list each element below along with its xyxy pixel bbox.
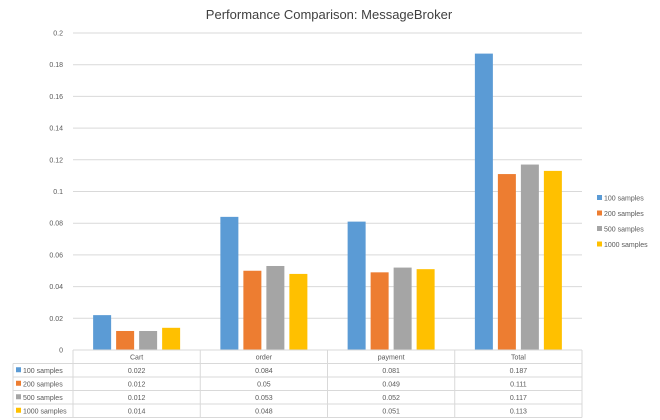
- data-label: 0.052: [382, 395, 400, 402]
- data-label: 0.117: [510, 395, 527, 402]
- legend-key: [597, 241, 602, 247]
- legend-key: [597, 226, 602, 231]
- y-axis-tick-labels: 0 0.02 0.04 0.06 0.08 0.1 0.12 0.14 0.16 0.18 0.2: [49, 31, 63, 355]
- y-tick-label: 0.1: [53, 189, 63, 196]
- data-label: 0.053: [255, 395, 273, 402]
- bar: [543, 170, 562, 350]
- y-tick-label: 0.16: [49, 94, 63, 101]
- table-legend-key: [16, 394, 21, 400]
- data-label: 0.084: [255, 368, 273, 375]
- y-tick-label: 0.14: [49, 126, 63, 133]
- y-tick-label: 0: [59, 348, 63, 355]
- bar: [497, 174, 516, 350]
- bar: [266, 265, 285, 350]
- bar: [393, 267, 412, 350]
- y-tick-label: 0.18: [49, 62, 63, 69]
- data-label: 0.05: [257, 381, 271, 388]
- data-label: 0.022: [128, 368, 146, 375]
- data-label: 0.014: [128, 408, 146, 415]
- x-tick-label: order: [256, 355, 273, 362]
- legend-key: [597, 210, 602, 216]
- y-tick-label: 0.06: [49, 252, 63, 259]
- data-label: 0.012: [128, 381, 146, 388]
- legend-key: [597, 195, 602, 200]
- bar: [520, 164, 539, 350]
- legend-entry: 100 samples: [604, 196, 644, 203]
- bar: [474, 53, 493, 350]
- bar: [243, 270, 262, 350]
- x-tick-label: Cart: [130, 355, 143, 362]
- data-label: 0.187: [510, 368, 528, 375]
- table-series-label: 500 samples: [23, 395, 63, 402]
- chart-title: Performance Comparison: MessageBroker: [206, 7, 453, 22]
- table-series-label: 1000 samples: [23, 408, 67, 415]
- y-tick-label: 0.12: [49, 157, 63, 164]
- data-label: 0.049: [382, 381, 400, 388]
- legend-entry: 1000 samples: [604, 242, 648, 249]
- bar: [116, 330, 135, 350]
- data-label: 0.048: [255, 408, 273, 415]
- data-table: Cart order payment Total 100 samples 0.022 0.0…: [12, 349, 583, 418]
- table-series-label: 200 samples: [23, 381, 63, 388]
- legend-entry: 500 samples: [604, 227, 644, 234]
- y-tick-label: 0.08: [49, 221, 63, 228]
- x-tick-label: Total: [511, 355, 526, 362]
- table-series-label: 100 samples: [23, 368, 63, 375]
- bar: [416, 269, 435, 350]
- gridlines: [73, 32, 582, 351]
- bar: [93, 315, 112, 350]
- bar: [162, 327, 181, 350]
- data-label: 0.113: [510, 408, 527, 415]
- bar: [370, 272, 389, 350]
- table-legend-key: [16, 380, 21, 386]
- y-tick-label: 0.2: [53, 31, 63, 38]
- data-label: 0.051: [382, 408, 400, 415]
- legend-entry: 200 samples: [604, 211, 644, 218]
- y-tick-label: 0.02: [49, 316, 63, 323]
- bar: [289, 273, 308, 350]
- data-label: 0.111: [510, 381, 527, 388]
- y-tick-label: 0.04: [49, 284, 63, 291]
- bar: [347, 221, 366, 350]
- data-label: 0.081: [382, 368, 400, 375]
- data-label: 0.012: [128, 395, 146, 402]
- legend: 100 samples 200 samples 500 samples 1000 sa…: [597, 195, 648, 249]
- bar: [220, 216, 239, 350]
- table-legend-key: [16, 407, 21, 413]
- bar: [139, 330, 158, 350]
- x-tick-label: payment: [378, 355, 405, 362]
- table-legend-key: [16, 367, 21, 373]
- bars: [93, 53, 562, 350]
